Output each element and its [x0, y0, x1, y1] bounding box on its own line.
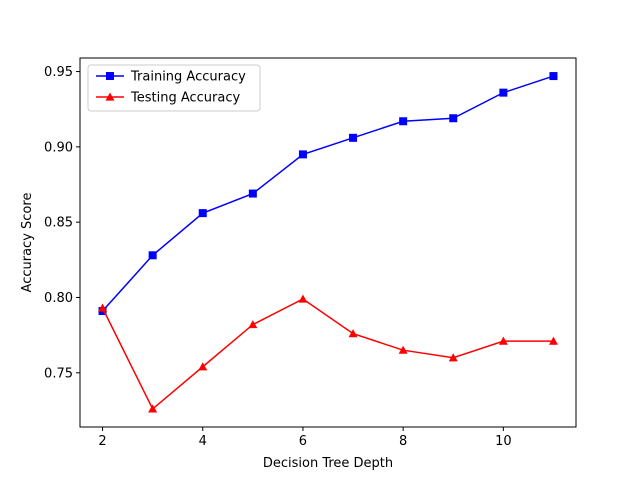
y-tick-label: 0.80	[44, 291, 73, 306]
data-point-testing	[548, 336, 558, 345]
data-point-training	[549, 72, 558, 81]
data-point-testing	[398, 345, 408, 354]
data-point-testing	[448, 353, 458, 362]
series-line-testing	[101, 298, 554, 411]
data-point-training	[148, 251, 157, 260]
x-tick-label: 6	[299, 434, 307, 449]
series-line-training	[101, 75, 554, 312]
legend: Training Accuracy Testing Accuracy	[87, 64, 261, 112]
data-point-training	[449, 114, 458, 123]
data-point-testing	[498, 336, 508, 345]
y-axis: 0.75 0.80 0.85 0.90 0.95	[44, 65, 80, 381]
legend-box	[87, 64, 261, 112]
x-axis-label: Decision Tree Depth	[263, 456, 393, 471]
plot-frame	[79, 57, 577, 428]
x-tick-label: 10	[495, 434, 512, 449]
plot-area	[98, 72, 558, 413]
data-point-training	[349, 133, 358, 142]
data-point-testing	[98, 303, 108, 312]
data-point-testing	[148, 404, 158, 413]
legend-marker-testing	[105, 92, 115, 101]
data-point-testing	[298, 294, 308, 303]
x-tick-label: 2	[98, 434, 106, 449]
y-tick-label: 0.95	[44, 65, 73, 80]
y-tick-label: 0.90	[44, 140, 73, 155]
data-point-training	[198, 209, 207, 218]
data-point-training	[399, 117, 408, 126]
y-tick-label: 0.75	[44, 366, 73, 381]
data-point-testing	[248, 320, 258, 329]
x-axis: 2 4 6 8 10	[98, 427, 512, 449]
legend-label-training: Training Accuracy	[130, 70, 246, 85]
y-tick-label: 0.85	[44, 216, 73, 231]
legend-marker-training	[106, 72, 114, 80]
legend-label-testing: Testing Accuracy	[130, 91, 240, 106]
x-tick-label: 4	[199, 434, 207, 449]
data-point-training	[499, 88, 508, 97]
data-point-training	[298, 150, 307, 159]
data-point-training	[248, 189, 257, 198]
y-axis-label: Accuracy Score	[20, 193, 35, 293]
x-tick-label: 8	[399, 434, 407, 449]
data-point-testing	[348, 329, 358, 338]
data-point-testing	[198, 362, 208, 371]
